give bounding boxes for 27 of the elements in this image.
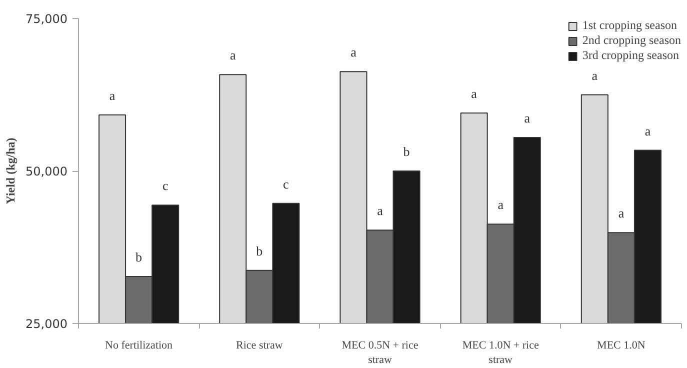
data-label: a xyxy=(377,203,384,218)
data-label: a xyxy=(592,68,598,83)
data-label: a xyxy=(109,88,116,103)
data-label: a xyxy=(524,110,530,126)
x-tick-label: MEC 1.0N xyxy=(597,340,646,352)
data-label: c xyxy=(283,176,290,192)
y-tick-label: 75,000 xyxy=(26,12,68,26)
y-tick-label: 50,000 xyxy=(26,164,68,178)
data-label: a xyxy=(471,86,478,102)
x-tick-label: MEC 0.5N + rice straw xyxy=(342,340,418,366)
data-label: b xyxy=(256,243,263,258)
data-label: a xyxy=(644,123,651,138)
data-label: a xyxy=(618,206,624,221)
data-label: c xyxy=(162,178,168,194)
legend-label: 2nd cropping season xyxy=(582,33,681,48)
data-label: a xyxy=(498,197,504,212)
y-tick-label: 25,000 xyxy=(26,317,68,331)
y-axis-title: Yield (kg/ha) xyxy=(4,138,18,204)
data-label: b xyxy=(403,144,410,159)
legend-label: 3rd cropping season xyxy=(582,48,679,63)
data-label: b xyxy=(136,250,142,265)
legend-label: 1st cropping season xyxy=(582,18,677,33)
data-label: a xyxy=(350,44,357,60)
x-tick-label: MEC 1.0N + rice straw xyxy=(462,340,539,366)
x-tick-label: Rice straw xyxy=(236,340,283,352)
data-label: a xyxy=(230,48,236,63)
x-tick-label: No fertilization xyxy=(105,340,174,352)
